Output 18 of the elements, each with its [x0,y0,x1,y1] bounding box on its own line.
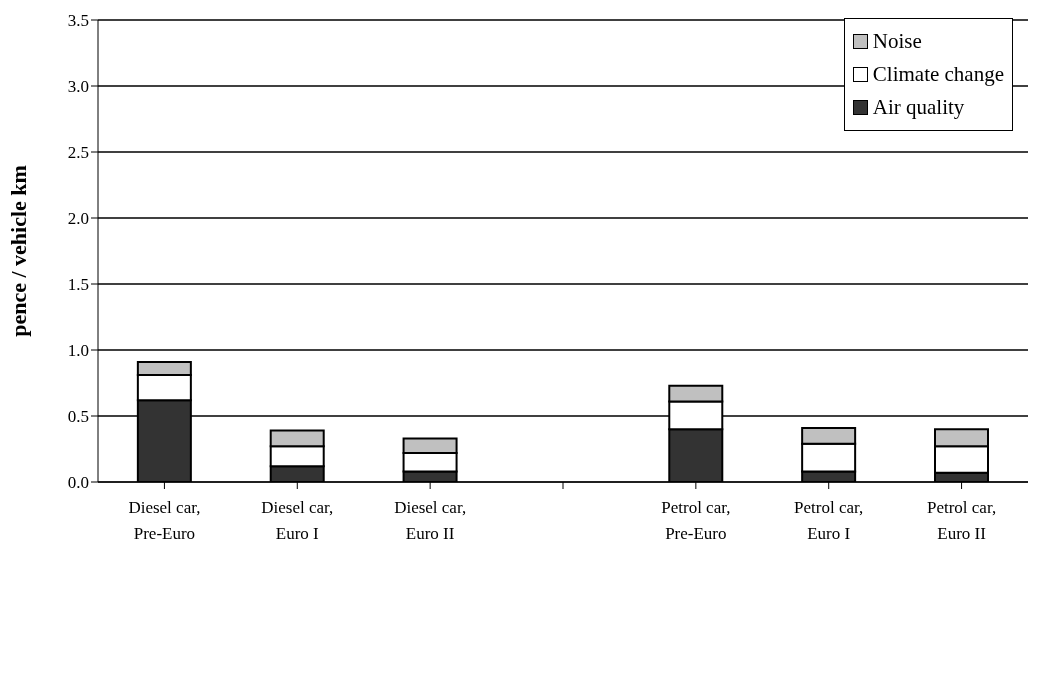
legend-label: Climate change [872,62,1004,87]
x-tick-label: Petrol car, Euro II [926,498,997,543]
y-axis-title: pence / vehicle km [5,165,31,337]
y-tick-label: 0.0 [67,473,89,493]
legend-label: Noise [872,29,922,54]
y-tick-label: 2.5 [67,143,89,163]
legend-label: Air quality [872,95,965,120]
x-tick-label: Petrol car, Euro I [794,498,864,543]
y-tick-label: 1.5 [67,275,89,295]
y-tick-label: 3.0 [67,77,89,97]
y-tick-label: 0.5 [67,407,89,427]
y-tick-label: 1.0 [67,341,89,361]
y-tick-label: 2.0 [67,209,89,229]
x-tick-label: Petrol car, Pre-Euro [661,498,731,543]
x-tick-label: Diesel car, Euro I [261,498,334,543]
x-tick-label: Diesel car, Euro II [394,498,467,543]
y-tick-label: 3.5 [67,11,89,31]
x-tick-label: Diesel car, Pre-Euro [128,498,201,543]
